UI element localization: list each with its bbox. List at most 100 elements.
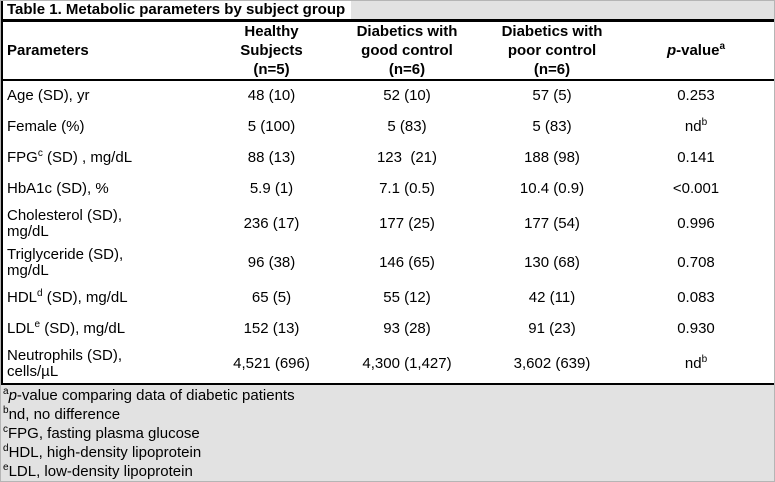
cell-text: 96 (38) — [247, 253, 296, 271]
cell-good-control: 93 (28) — [328, 313, 486, 344]
table-row-female: Female (%) 5 (100) 5 (83) 5 (83) ndb — [3, 111, 774, 142]
cell-text: 91 (23) — [528, 319, 576, 337]
cell-poor-control: 130 (68) — [486, 243, 618, 282]
cell-text: 42 (11) — [528, 288, 576, 306]
cell-text: 7.1 (0.5) — [379, 179, 435, 197]
header-line: (n=6) — [388, 61, 426, 78]
p-value-superscript: a — [719, 41, 726, 52]
parameter-label: Cholesterol (SD), — [7, 206, 123, 224]
cell-text: 5 (100) — [247, 117, 296, 135]
cell-text: 0.996 — [677, 214, 715, 232]
cell-text: 88 (13) — [247, 148, 296, 166]
cell-text: nd — [684, 354, 702, 372]
cell-text: 0.708 — [677, 253, 715, 271]
cell-parameter: Neutrophils (SD), cells/µL — [3, 344, 215, 383]
cell-p-value: 0.141 — [618, 142, 774, 173]
table-row-ldl: LDLe (SD), mg/dL 152 (13) 93 (28) 91 (23… — [3, 313, 774, 344]
cell-poor-control: 10.4 (0.9) — [486, 173, 618, 204]
cell-p-value: 0.083 — [618, 282, 774, 313]
table-row-hdl: HDLd (SD), mg/dL 65 (5) 55 (12) 42 (11) … — [3, 282, 774, 313]
cell-healthy: 5 (100) — [215, 111, 328, 142]
table-row-age: Age (SD), yr 48 (10) 52 (10) 57 (5) 0.25… — [3, 80, 774, 111]
parameter-label: HDL — [7, 288, 38, 306]
cell-healthy: 88 (13) — [215, 142, 328, 173]
cell-text: 236 (17) — [243, 214, 300, 232]
cell-text: 130 (68) — [524, 253, 580, 271]
table-title-row: Table 1. Metabolic parameters by subject… — [3, 1, 774, 22]
table-row-neutrophils: Neutrophils (SD), cells/µL 4,521 (696) 4,… — [3, 344, 774, 383]
cell-text: 0.083 — [677, 288, 715, 306]
parameter-superscript: d — [37, 287, 43, 299]
cell-parameter: Age (SD), yr — [3, 80, 215, 111]
cell-p-value: 0.996 — [618, 204, 774, 243]
cell-text: 0.253 — [677, 87, 715, 104]
cell-text: 3,602 (639) — [513, 354, 591, 372]
cell-text: <0.001 — [672, 179, 720, 197]
footnote-text: -value comparing data of diabetic patien… — [16, 387, 295, 404]
cell-text: 146 (65) — [379, 253, 435, 271]
cell-text: 55 (12) — [383, 288, 431, 306]
parameter-superscript: e — [34, 318, 41, 330]
header-line: Diabetics with — [501, 23, 603, 40]
parameter-label: LDL — [7, 319, 35, 337]
cell-p-value: ndb — [618, 111, 774, 142]
cell-good-control: 52 (10) — [328, 80, 486, 111]
parameter-label: Female (%) — [7, 117, 85, 135]
cell-good-control: 55 (12) — [328, 282, 486, 313]
cell-text: 48 (10) — [247, 87, 296, 104]
parameter-label-rest: (SD) , mg/dL — [42, 148, 133, 166]
cell-p-value: 0.708 — [618, 243, 774, 282]
cell-superscript: b — [701, 116, 708, 128]
cell-good-control: 4,300 (1,427) — [328, 344, 486, 383]
cell-p-value: 0.253 — [618, 80, 774, 111]
cell-parameter: HDLd (SD), mg/dL — [3, 282, 215, 313]
footnote-c: cFPG, fasting plasma glucose — [3, 424, 774, 443]
parameter-label-line2: cells/µL — [7, 362, 59, 380]
footnote-a: ap-value comparing data of diabetic pati… — [3, 386, 774, 405]
cell-text: 0.141 — [677, 148, 715, 166]
cell-healthy: 236 (17) — [215, 204, 328, 243]
col-header-diabetics-poor-control: Diabetics with poor control (n=6) — [486, 22, 618, 81]
table-row-hba1c: HbA1c (SD), % 5.9 (1) 7.1 (0.5) 10.4 (0.… — [3, 173, 774, 204]
footnote-text: nd, no difference — [8, 406, 121, 423]
cell-text: 177 (54) — [524, 214, 580, 232]
cell-healthy: 5.9 (1) — [215, 173, 328, 204]
footnote-italic: p — [8, 387, 17, 404]
cell-p-value: 0.930 — [618, 313, 774, 344]
footnote-marker: a — [3, 386, 9, 397]
cell-poor-control: 5 (83) — [486, 111, 618, 142]
footnote-b: bnd, no difference — [3, 405, 774, 424]
cell-text: 5.9 (1) — [249, 179, 294, 197]
cell-healthy: 4,521 (696) — [215, 344, 328, 383]
cell-poor-control: 188 (98) — [486, 142, 618, 173]
parameter-label-line2: mg/dL — [7, 261, 49, 279]
parameter-label-line2: mg/dL — [7, 222, 49, 240]
cell-healthy: 65 (5) — [215, 282, 328, 313]
cell-healthy: 152 (13) — [215, 313, 328, 344]
cell-p-value: <0.001 — [618, 173, 774, 204]
parameter-label: HbA1c (SD), % — [7, 179, 109, 197]
col-header-diabetics-good-control: Diabetics with good control (n=6) — [328, 22, 486, 81]
header-line: (n=6) — [533, 61, 571, 78]
cell-text: 5 (83) — [387, 117, 427, 135]
cell-poor-control: 57 (5) — [486, 80, 618, 111]
table-row-fpg: FPGc (SD) , mg/dL 88 (13) 123 (21) 188 (… — [3, 142, 774, 173]
cell-superscript: b — [701, 353, 708, 365]
footnote-text: FPG, fasting plasma glucose — [8, 425, 200, 442]
cell-parameter: Female (%) — [3, 111, 215, 142]
header-line: Subjects — [240, 42, 303, 59]
table-row-cholesterol: Cholesterol (SD), mg/dL 236 (17) 177 (25)… — [3, 204, 774, 243]
cell-healthy: 96 (38) — [215, 243, 328, 282]
footnote-d: dHDL, high-density lipoprotein — [3, 443, 774, 462]
p-italic: p — [666, 42, 677, 59]
col-header-p-value: p-valuea — [618, 22, 774, 81]
cell-poor-control: 91 (23) — [486, 313, 618, 344]
footnote-e: eLDL, low-density lipoprotein — [3, 462, 774, 481]
cell-text: 188 (98) — [524, 148, 580, 166]
cell-text: 10.4 (0.9) — [519, 179, 585, 197]
footnote-text: HDL, high-density lipoprotein — [8, 444, 202, 461]
table-title: Table 1. Metabolic parameters by subject… — [3, 1, 352, 19]
header-line: poor control — [507, 42, 597, 59]
cell-parameter: Triglyceride (SD), mg/dL — [3, 243, 215, 282]
